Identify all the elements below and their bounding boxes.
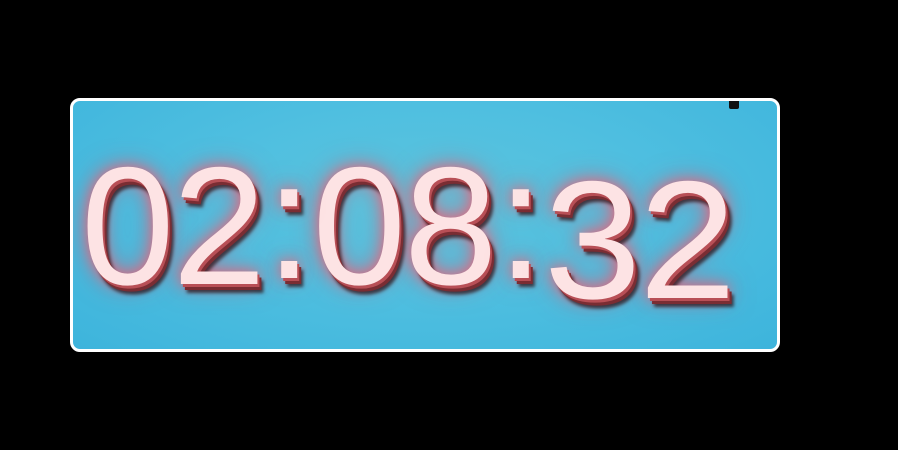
- hours-value: 02: [81, 132, 266, 320]
- minutes-seconds-separator: :: [497, 126, 544, 314]
- minutes-value: 08: [312, 132, 498, 320]
- hours-minutes-separator: :: [265, 126, 313, 314]
- time-display: 02 : 08 : 32: [81, 126, 771, 334]
- clock-panel: 02 : 08 : 32: [70, 98, 780, 352]
- seconds-value: 32: [544, 146, 736, 334]
- corner-mark: [729, 101, 739, 109]
